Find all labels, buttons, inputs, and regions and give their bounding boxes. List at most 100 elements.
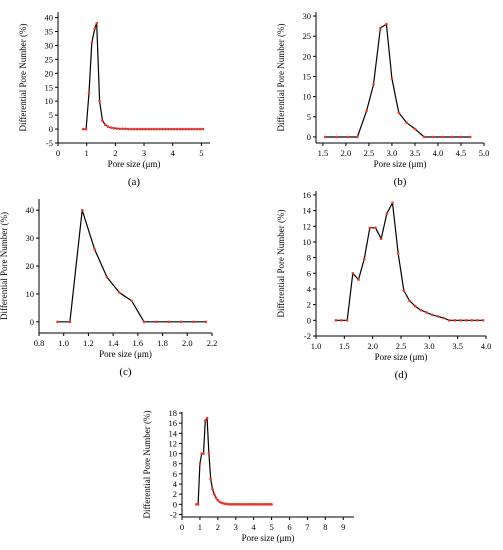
y-axis-label: Differential Pore Number (%) [276,209,286,317]
x-tick-label: 5 [269,522,273,532]
y-tick-label: 2 [173,489,177,499]
x-tick-label: 2.5 [364,148,375,158]
data-point [391,201,394,205]
data-point [201,127,205,131]
y-tick-label: 40 [26,205,35,215]
y-tick-label: -2 [170,509,177,519]
y-tick-label: 12 [169,438,178,448]
x-tick-label: 5 [199,148,203,158]
data-point [232,503,236,506]
data-point [105,275,109,279]
data-point [198,462,202,466]
x-tick-label: 3 [234,522,238,532]
chart-panel: 0.8 1.0 1.2 1.4 1.6 1.8 2.0 2.2 0 10 20 30 40 Pore si… [0,199,217,378]
x-tick-label: 1.6 [133,338,144,348]
data-point [178,127,182,131]
y-tick-label: 16 [303,190,312,200]
data-point [430,313,434,317]
data-point [413,127,417,131]
data-point [84,127,88,131]
y-tick-label: 15 [45,82,54,92]
data-point [413,304,417,308]
y-tick-label: 18 [169,408,178,418]
x-tick-label: 2.2 [207,338,218,348]
data-point [372,83,375,86]
x-tick-label: 8 [323,522,327,532]
data-point [248,503,252,506]
y-tick-label: 10 [169,449,178,459]
x-tick-label: 1.4 [108,338,119,348]
data-point [223,502,227,506]
data-point [356,135,359,139]
data-point [93,27,97,31]
data-point [144,127,147,131]
y-tick-label: 2 [307,300,311,310]
series-line [325,23,471,138]
data-point [142,320,146,324]
data-point [239,503,243,506]
data-point [229,503,232,506]
x-tick-label: 3.0 [424,341,435,351]
y-axis-label: Differential Pore Number (%) [276,23,286,131]
data-point [362,257,366,261]
data-point [246,503,250,506]
data-point [379,237,383,241]
y-tick-label: 12 [303,221,312,231]
data-point [202,452,205,455]
data-point [106,125,110,129]
y-tick-label: 6 [173,469,177,479]
y-tick-label: 10 [45,96,54,106]
data-point [365,109,368,113]
y-tick-label: 30 [45,40,54,50]
series-line [335,202,484,321]
y-tick-label: 8 [307,253,311,263]
data-point [436,315,440,318]
data-point [464,319,468,322]
y-tick-label: 20 [303,51,312,61]
x-tick-label: 6 [287,522,291,532]
data-point [450,135,454,139]
series-line [83,22,203,130]
y-tick-label: 8 [173,459,177,469]
data-point [238,503,241,506]
data-point [118,291,121,294]
y-tick-label: 0 [30,317,34,327]
y-tick-label: 0 [307,132,311,142]
data-point [98,99,101,103]
y-tick-label: 40 [45,13,54,23]
data-point [390,77,394,80]
data-point [270,503,273,506]
y-tick-label: 20 [26,261,35,271]
data-point [374,226,377,230]
y-tick-label: 0 [307,315,311,325]
data-point [216,498,220,502]
data-point [68,320,72,324]
x-tick-label: 2 [113,148,117,158]
data-point [346,135,350,139]
data-point [419,308,423,312]
data-point [334,319,338,322]
data-point [149,127,153,131]
y-tick-label: 0 [173,499,177,509]
data-point [112,126,116,130]
x-axis-label: Pore size (μm) [108,159,161,169]
data-point [132,127,136,131]
data-point [402,289,406,292]
x-tick-label: 5.0 [479,148,490,158]
data-point [481,319,485,322]
x-tick-label: 4 [171,148,176,158]
data-point [203,419,207,422]
x-tick-label: 0 [56,148,60,158]
data-point [211,487,214,491]
data-point [101,119,104,123]
data-point [405,121,408,125]
series-line [196,417,272,505]
y-tick-label: 0 [49,124,53,134]
data-point [214,496,218,500]
chart-panel: 1.5 2.0 2.5 3.0 3.5 4.0 4.5 5.0 0 5 10 15 20 25 30 Pore… [276,11,489,188]
data-point [263,503,266,506]
data-point [121,127,124,131]
data-point [252,503,255,506]
data-point [109,126,113,129]
